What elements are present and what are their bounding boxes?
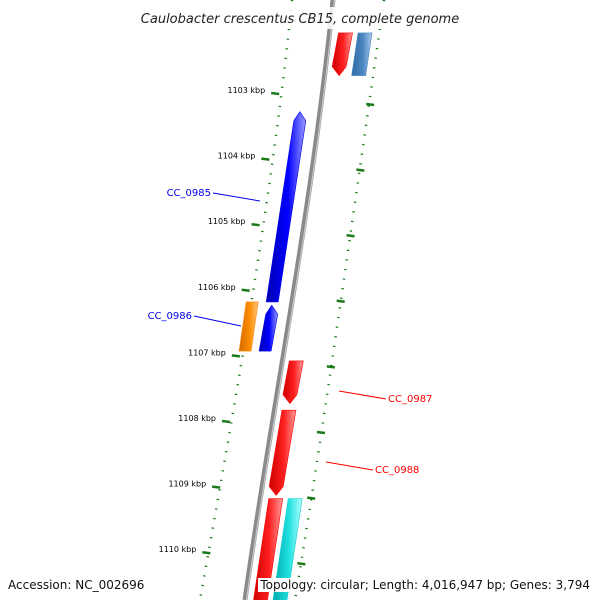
tick-mark [241,288,250,293]
tick-mark [346,233,355,238]
tick-mark [271,91,280,96]
tick-mark [336,299,345,304]
outer-tick-ring [293,0,386,600]
gene-label[interactable]: CC_0985 [167,188,211,199]
tick-mark [356,168,365,172]
scale-ticks: 1103 kbp 1104 kbp 1105 kbp 1106 kbp 1107 kbp… [159,86,375,566]
gene-feature[interactable] [331,32,353,77]
gene-feature[interactable] [272,498,303,600]
gene-label-leader [193,315,242,327]
tick-mark [202,550,211,555]
genome-backbone-highlight [245,0,336,600]
tick-label: 1106 kbp [198,283,236,292]
tick-label: 1105 kbp [208,217,246,226]
tick-mark [316,430,326,435]
gene-feature[interactable] [258,304,279,352]
genome-backbone [242,0,336,600]
tick-mark [212,485,221,489]
gene-label[interactable]: CC_0987 [388,394,432,405]
topology-text: Topology: circular; Length: 4,016,947 bp… [258,578,590,592]
tick-mark [297,561,306,566]
gene-features [238,32,373,600]
tick-label: 1103 kbp [227,86,265,95]
tick-label: 1109 kbp [168,480,206,489]
accession-text: Accession: NC_002696 [8,578,149,592]
tick-mark [221,419,231,424]
tick-mark [261,157,270,161]
gene-label-leader [325,461,374,471]
gene-feature[interactable] [265,111,307,303]
gene-feature[interactable] [268,409,297,496]
gene-feature[interactable] [282,360,304,405]
gene-label[interactable]: CC_0986 [148,311,192,322]
tick-label: 1104 kbp [218,152,256,161]
tick-label: 1108 kbp [178,414,216,423]
tick-label: 1107 kbp [188,348,226,357]
gene-labels: CC_0985 CC_0986 CC_0987 CC_0988 [148,188,433,476]
map-title: Caulobacter crescentus CB15, complete ge… [141,12,459,27]
tick-mark [326,365,335,369]
tick-mark [307,496,316,500]
tick-mark [251,222,260,227]
gene-label-leader [212,192,261,202]
tick-mark [231,354,240,358]
gene-label[interactable]: CC_0988 [375,465,419,476]
gene-feature[interactable] [351,32,373,76]
title-backdrop [130,7,470,29]
tick-mark [366,102,375,107]
gene-feature[interactable] [238,301,259,352]
gene-label-leader [338,390,387,400]
tick-label: 1110 kbp [159,545,197,554]
gene-feature[interactable] [253,498,284,600]
